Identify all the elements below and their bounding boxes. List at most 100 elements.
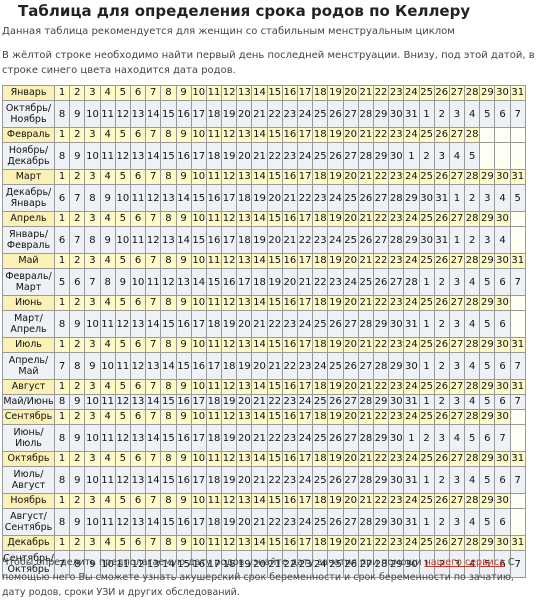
day-cell: 29: [479, 211, 496, 227]
due-cell: 4: [464, 100, 481, 128]
day-cell: 22: [372, 337, 390, 353]
due-cell: 18: [205, 100, 223, 128]
due-cell: 27: [372, 184, 390, 212]
day-cell: 23: [388, 253, 405, 269]
day-cell: 13: [236, 211, 253, 227]
due-cell: 29: [372, 100, 390, 128]
due-cell: 25: [312, 142, 329, 170]
day-cell: 15: [266, 535, 283, 551]
due-cell: 20: [236, 142, 253, 170]
due-cell: 1: [448, 184, 466, 212]
due-cell: 25: [357, 268, 374, 296]
day-cell: 29: [479, 451, 496, 467]
due-cell: 1: [418, 394, 435, 410]
due-cell: 24: [296, 100, 314, 128]
day-cell: 26: [433, 211, 450, 227]
due-cell: 4: [464, 352, 481, 380]
due-cell: 29: [403, 184, 420, 212]
day-cell: 21: [357, 211, 374, 227]
day-cell: 20: [342, 535, 359, 551]
due-cell: 31: [403, 394, 420, 410]
day-cell: 14: [251, 295, 268, 311]
due-cell: 1: [418, 466, 435, 494]
day-cell: 27: [448, 295, 466, 311]
day-cell: 8: [160, 409, 177, 425]
due-cell: 20: [266, 226, 283, 254]
due-cell: 23: [327, 268, 344, 296]
due-cell: 19: [236, 352, 253, 380]
due-cell: 13: [160, 184, 177, 212]
day-cell: 30: [494, 337, 511, 353]
due-cell: 15: [160, 424, 177, 452]
due-cell: 3: [448, 100, 466, 128]
day-cell: 26: [433, 493, 450, 509]
month-row: Октябрь 1 2 3 4 5 6 7 8 9 10 11 12 13 14 15 16 17 18 19 20 21…: [2, 451, 526, 467]
day-cell: 24: [403, 127, 420, 143]
day-cell: 2: [69, 211, 86, 227]
day-cell: 18: [312, 379, 329, 395]
day-cell: 6: [129, 127, 147, 143]
due-cell: 17: [221, 184, 238, 212]
due-cell: 24: [312, 550, 329, 578]
day-cell: 12: [221, 169, 238, 185]
day-cell: 15: [266, 493, 283, 509]
day-cell: 19: [327, 379, 344, 395]
day-cell: 12: [221, 409, 238, 425]
due-cell: 14: [145, 310, 162, 338]
due-cell: 23: [281, 394, 299, 410]
day-cell: 26: [433, 451, 450, 467]
due-cell: 10: [84, 466, 101, 494]
day-cell: 16: [281, 253, 299, 269]
due-cell: 5: [479, 352, 496, 380]
due-cell: 23: [296, 352, 314, 380]
empty-cell: [509, 211, 526, 227]
day-cell: 27: [448, 169, 466, 185]
due-cell: 5: [479, 508, 496, 536]
day-cell: 21: [357, 535, 374, 551]
day-cell: 21: [357, 253, 374, 269]
day-cell: 10: [190, 85, 207, 101]
day-cell: 3: [84, 85, 101, 101]
day-cell: 2: [69, 337, 86, 353]
due-cell: 29: [388, 352, 405, 380]
day-cell: 27: [448, 379, 466, 395]
due-cell: 30: [388, 142, 405, 170]
due-row: Декабрь/ Январь 6 7 8 9 10 11 12 13 14 15 16 17 18 19 2…: [2, 184, 526, 212]
due-cell: 23: [281, 466, 299, 494]
day-cell: 18: [312, 169, 329, 185]
due-cell: 22: [312, 268, 329, 296]
day-cell: 24: [403, 451, 420, 467]
due-cell: 7: [509, 100, 526, 128]
due-cell: 13: [129, 508, 147, 536]
day-cell: 12: [221, 535, 238, 551]
due-cell: 7: [53, 352, 71, 380]
day-cell: 8: [160, 493, 177, 509]
due-cell: 19: [221, 394, 238, 410]
due-cell: 31: [403, 466, 420, 494]
day-cell: 15: [266, 295, 283, 311]
day-cell: 14: [251, 85, 268, 101]
due-cell: 25: [312, 466, 329, 494]
day-cell: 25: [418, 451, 435, 467]
due-cell: 10: [114, 226, 131, 254]
due-cell: 1: [403, 424, 420, 452]
day-cell: 6: [129, 253, 147, 269]
due-cell: 1: [418, 268, 435, 296]
due-label: Сентябрь/ Октябрь: [2, 550, 55, 578]
due-cell: 9: [99, 184, 116, 212]
due-cell: 24: [296, 508, 314, 536]
due-cell: 16: [175, 508, 192, 536]
day-cell: 21: [357, 337, 374, 353]
day-cell: 15: [266, 379, 283, 395]
day-cell: 31: [509, 169, 526, 185]
due-cell: 16: [205, 226, 223, 254]
due-cell: 4: [464, 394, 481, 410]
day-cell: 1: [53, 169, 71, 185]
due-cell: 7: [84, 268, 101, 296]
due-cell: 27: [342, 100, 359, 128]
day-cell: 15: [266, 451, 283, 467]
day-cell: 27: [448, 127, 466, 143]
due-cell: 23: [312, 184, 329, 212]
service-link[interactable]: нашего сервиса: [424, 557, 505, 568]
day-cell: 29: [479, 535, 496, 551]
